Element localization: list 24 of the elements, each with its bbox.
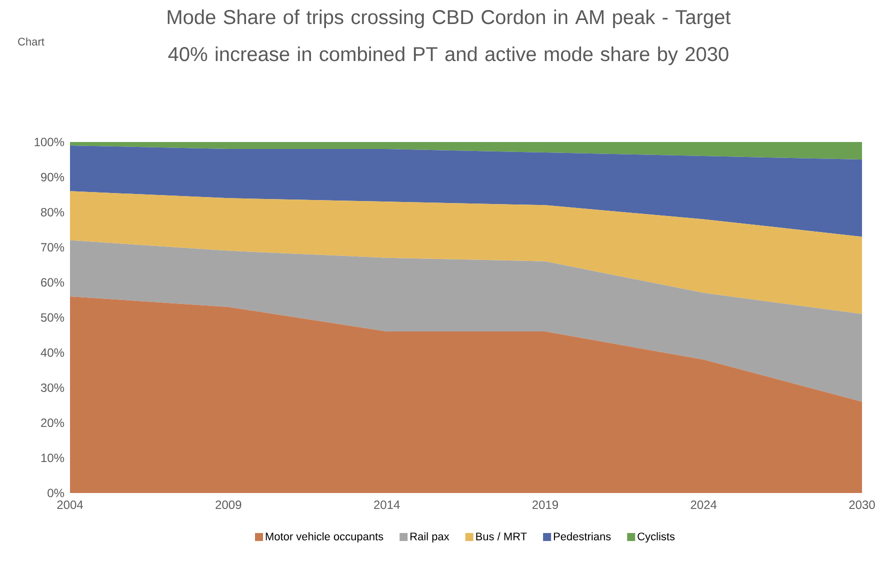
- text: Chart: [18, 38, 44, 46]
- y-tick-label: 30%: [40, 383, 64, 392]
- y-tick-label: 100%: [34, 138, 64, 146]
- y-tick-label: 10%: [41, 454, 64, 462]
- y-tick-label: 60%: [41, 278, 64, 287]
- chart-title: Mode Share of trips crossing CBD Cordon in AM peak - Target 40% increase in combined PT and active mode share by 2030: [168, 10, 731, 66]
- y-tick-label: 40%: [40, 348, 64, 357]
- legend-label: Bus / MRT: [476, 532, 527, 540]
- x-tick-label: 2009: [216, 500, 242, 510]
- x-tick-label: 2014: [374, 500, 400, 510]
- x-tick-label: 2019: [532, 500, 558, 510]
- legend-label: Rail pax: [410, 532, 450, 543]
- y-tick-label: 50%: [40, 313, 64, 322]
- legend-label: Cyclists: [638, 532, 675, 543]
- y-tick-label: 70%: [41, 243, 64, 252]
- x-tick-label: 2024: [690, 500, 717, 510]
- y-tick-label: 20%: [41, 418, 64, 428]
- x-tick-label: 2030: [849, 500, 875, 510]
- legend-label: Motor vehicle occupants: [266, 532, 384, 543]
- y-tick-label: 80%: [40, 208, 64, 216]
- y-tick-label: 0%: [48, 488, 64, 498]
- legend-label: Pedestrians: [554, 532, 611, 540]
- x-tick-label: 2004: [57, 500, 83, 510]
- y-tick-label: 90%: [41, 172, 64, 182]
